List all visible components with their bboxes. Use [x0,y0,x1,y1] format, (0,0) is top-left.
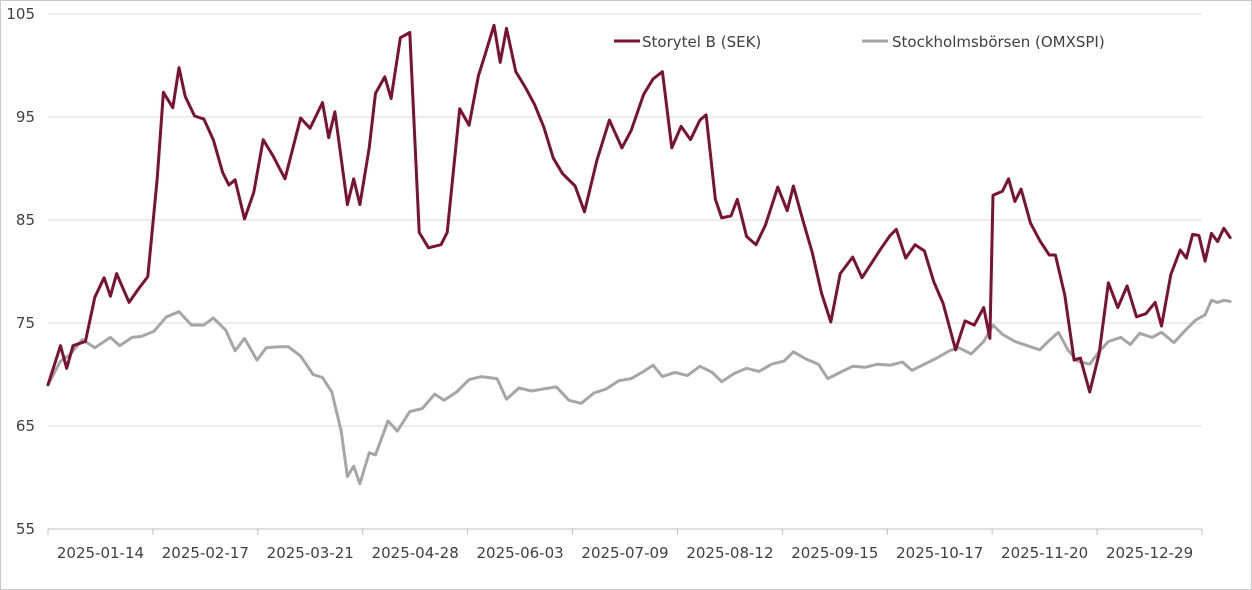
series-line-omxspi [46,298,1232,486]
x-tick-label: 2025-10-17 [896,544,983,562]
x-tick-label: 2025-04-28 [372,544,459,562]
x-tick-label: 2025-03-21 [267,544,354,562]
legend-label-storytel: Storytel B (SEK) [642,33,761,51]
x-tick-label: 2025-02-17 [162,544,249,562]
y-axis-tick-labels: 55 65 75 85 95 105 [6,5,35,538]
y-tick-label: 55 [16,520,35,538]
x-tick-label: 2025-06-03 [476,544,563,562]
y-tick-label: 75 [16,314,35,332]
y-tick-label: 95 [16,108,35,126]
x-tick-label: 2025-07-09 [581,544,668,562]
x-tick-label: 2025-11-20 [1001,544,1088,562]
legend-label-omxspi: Stockholmsbörsen (OMXSPI) [892,33,1105,51]
series-lines [46,23,1232,486]
x-tick-label: 2025-09-15 [791,544,878,562]
gridlines [48,13,1202,530]
y-tick-label: 105 [6,5,35,23]
series-line-storytel [46,23,1232,394]
x-axis: 2025-01-14 2025-02-17 2025-03-21 2025-04-28… [47,528,1203,562]
y-tick-label: 65 [16,417,35,435]
x-tick-label: 2025-12-29 [1106,544,1193,562]
x-tick-label: 2025-01-14 [57,544,144,562]
y-tick-label: 85 [16,211,35,229]
x-tick-label: 2025-08-12 [686,544,773,562]
legend: Storytel B (SEK) Stockholmsbörsen (OMXSP… [614,33,1105,51]
